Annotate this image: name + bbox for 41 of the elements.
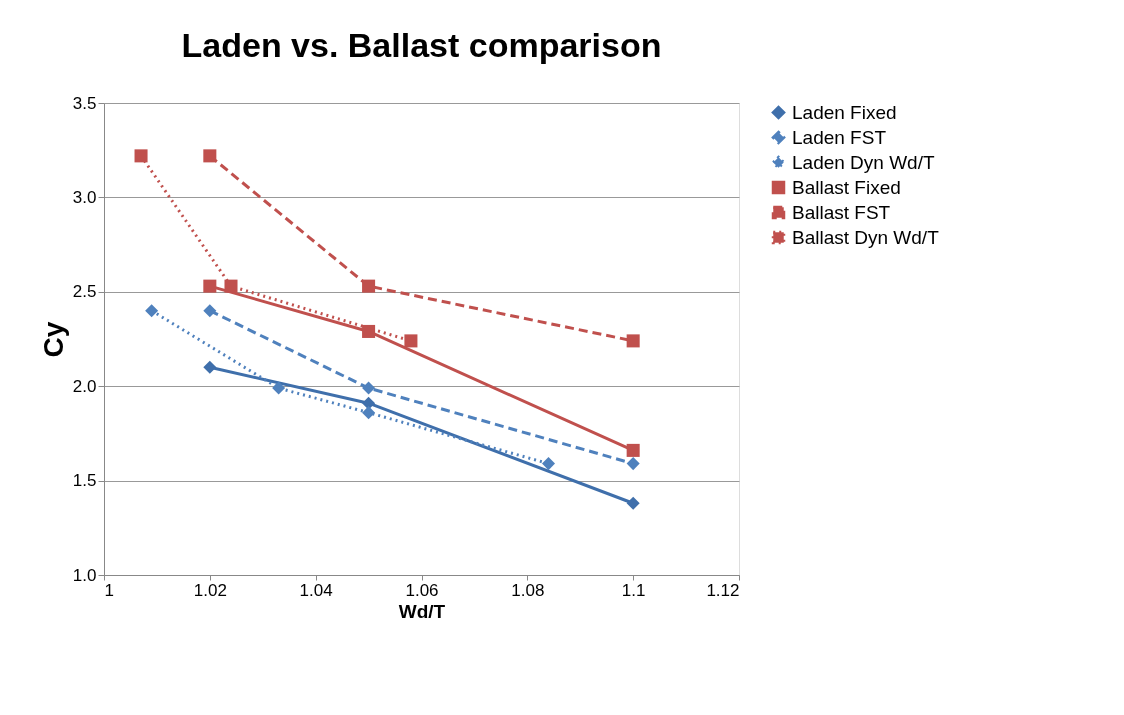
x-tick-label: 1.08: [511, 580, 545, 600]
x-tick-label: 1: [104, 580, 114, 600]
x-tick-label: 1.04: [299, 580, 333, 600]
point: [203, 304, 217, 318]
legend-label: Laden Dyn Wd/T: [792, 151, 935, 173]
y-tick-label: 2.0: [72, 376, 97, 396]
y-tick-label: 1.5: [72, 471, 97, 491]
point: [134, 149, 148, 163]
point: [626, 443, 640, 457]
y-tick-label: 1.0: [72, 565, 97, 585]
legend-label: Ballast FST: [792, 201, 891, 223]
x-tick-label: 1.02: [193, 580, 227, 600]
point: [145, 304, 159, 318]
point: [626, 457, 640, 471]
point: [203, 149, 217, 163]
point: [203, 279, 217, 293]
point: [272, 381, 286, 395]
point: [362, 279, 376, 293]
x-tick-label: 1.1: [621, 580, 646, 600]
legend-label: Ballast Dyn Wd/T: [792, 226, 940, 248]
point: [362, 406, 376, 420]
legend-label: Laden FST: [792, 126, 887, 148]
point: [541, 457, 556, 471]
point: [362, 324, 376, 338]
y-tick-label: 3.5: [72, 93, 97, 113]
point: [203, 360, 217, 374]
x-tick-label: 1.12: [706, 580, 740, 600]
x-tick-label: 1.06: [405, 580, 439, 600]
point: [626, 334, 640, 348]
legend-label: Ballast Fixed: [792, 176, 901, 198]
point: [362, 396, 376, 410]
y-tick-label: 3.0: [72, 187, 97, 207]
point: [404, 334, 418, 348]
point: [224, 279, 238, 293]
y-tick-label: 2.5: [72, 282, 97, 302]
point: [362, 381, 376, 395]
chart-title: Laden vs. Ballast comparison: [181, 26, 662, 64]
y-axis-title: Cy: [37, 321, 69, 358]
x-axis-title: Wd/T: [398, 600, 446, 622]
point: [626, 496, 640, 510]
legend-label: Laden Fixed: [792, 101, 897, 123]
